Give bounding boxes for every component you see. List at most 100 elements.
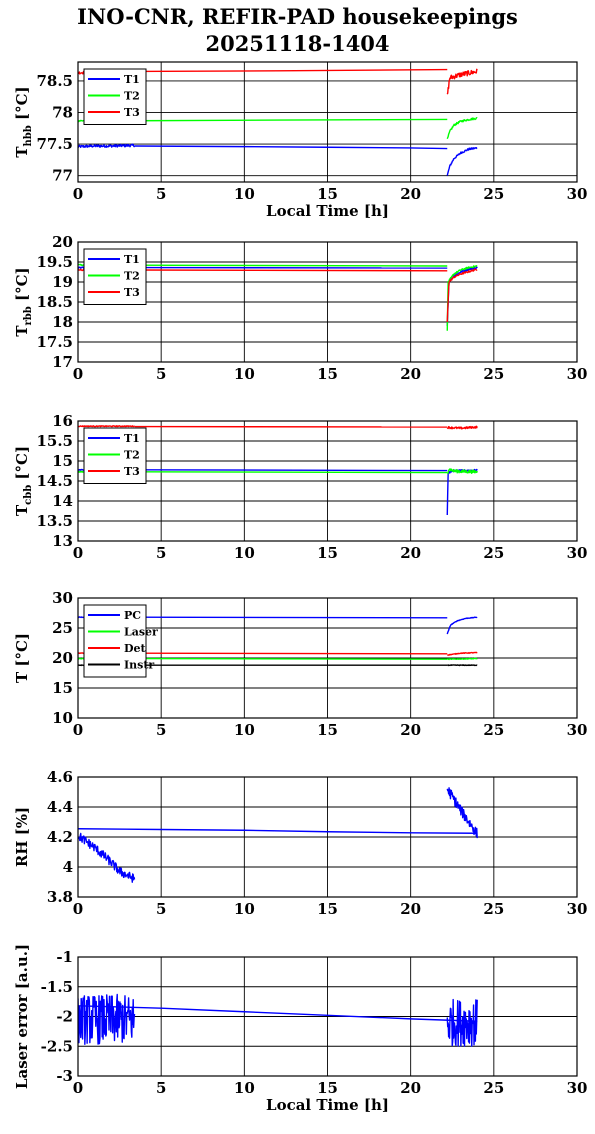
chart-panel-3: 0 5 10 15 20 25 30 13 13.5 14 14.5 15 15.5 16 Tcbb [°C… <box>13 412 587 562</box>
x-tick-label: 0 <box>73 544 83 562</box>
series-line-t1-3 <box>446 146 478 176</box>
series-line-t3-3 <box>446 268 478 323</box>
series-line-t3-3 <box>446 425 478 430</box>
x-tick-label: 25 <box>483 185 504 203</box>
chart-panel-4: 0 5 10 15 20 25 30 10 15 20 25 30 T [°C] PC Laser Det In… <box>13 589 587 739</box>
plot-frame <box>77 597 578 719</box>
series-line-t3-2 <box>134 68 448 73</box>
series-line-t3-3 <box>446 68 478 95</box>
x-tick-label: 5 <box>156 185 166 203</box>
series-line-pc-3 <box>446 616 478 635</box>
y-tick-label: -2 <box>56 1008 73 1026</box>
x-tick-label: 20 <box>400 365 421 383</box>
x-tick-label: 30 <box>567 721 588 739</box>
series-line-pc-2 <box>134 616 448 619</box>
plot-frame <box>77 61 578 183</box>
x-tick-label: 15 <box>317 900 338 918</box>
y-tick-label: 4.4 <box>47 798 73 816</box>
y-tick-label: 18.5 <box>36 293 73 311</box>
x-tick-label: 10 <box>234 721 255 739</box>
x-tick-label: 0 <box>73 721 83 739</box>
x-tick-label: 5 <box>156 721 166 739</box>
x-tick-label: 5 <box>156 900 166 918</box>
legend-label-t3: T3 <box>124 106 140 119</box>
legend-label-t1: T1 <box>124 432 140 445</box>
x-tick-label: 15 <box>317 185 338 203</box>
legend: T1 T2 T3 <box>83 248 147 305</box>
legend: T1 T2 T3 <box>83 427 147 484</box>
x-tick-label: 25 <box>483 900 504 918</box>
series-line-instr-3 <box>446 664 478 667</box>
x-tick-label: 20 <box>400 900 421 918</box>
series-line-data-3 <box>446 787 478 839</box>
plot-frame <box>77 956 578 1077</box>
series-line-t1-2 <box>134 145 448 150</box>
y-axis-label: Trbb [°C] <box>13 267 34 336</box>
x-tick-label: 30 <box>567 1079 588 1097</box>
y-tick-label: 19 <box>52 273 73 291</box>
y-tick-label: 77 <box>52 167 73 185</box>
y-tick-label: 20 <box>52 233 73 251</box>
x-tick-label: 0 <box>73 365 83 383</box>
x-tick-label: 5 <box>156 1079 166 1097</box>
y-tick-label: 13.5 <box>36 512 73 530</box>
plot-frame <box>77 241 578 363</box>
y-tick-label: 25 <box>52 619 73 637</box>
legend-label-laser: Laser <box>124 626 158 639</box>
legend-label-t2: T2 <box>124 90 140 103</box>
y-tick-label: 15 <box>52 452 73 470</box>
plot-frame <box>77 420 578 542</box>
legend-label-pc: PC <box>124 609 141 622</box>
legend-label-t3: T3 <box>124 286 140 299</box>
chart-panel-2: 0 5 10 15 20 25 30 17 17.5 18 18.5 19 19.5 20 Trbb [°C… <box>13 233 587 383</box>
y-tick-label: 20 <box>52 649 73 667</box>
legend: PC Laser Det Instr <box>83 604 158 678</box>
x-tick-label: 5 <box>156 365 166 383</box>
x-tick-label: 0 <box>73 900 83 918</box>
y-tick-label: -1.5 <box>41 978 73 996</box>
y-tick-label: 78 <box>52 104 73 122</box>
y-axis-label: T [°C] <box>13 633 31 683</box>
series-line-data-2 <box>78 828 478 834</box>
series-line-data-1 <box>78 832 136 883</box>
series-line-laser-3 <box>446 657 478 661</box>
y-tick-label: -3 <box>56 1067 73 1085</box>
x-tick-label: 20 <box>400 185 421 203</box>
x-tick-label: 25 <box>483 544 504 562</box>
legend-label-det: Det <box>124 642 147 655</box>
series-line-det-3 <box>447 651 478 656</box>
legend-label-t2: T2 <box>124 270 140 283</box>
series-line-data-1 <box>78 993 136 1045</box>
x-tick-label: 15 <box>317 365 338 383</box>
legend-label-t1: T1 <box>124 73 140 86</box>
y-tick-label: 17.5 <box>36 333 73 351</box>
series-line-t1-3 <box>446 468 478 516</box>
y-tick-label: 3.8 <box>47 888 73 906</box>
chart-title-line2: 20251118-1404 <box>205 31 390 56</box>
legend-label-t3: T3 <box>124 465 140 478</box>
y-tick-label: 78.5 <box>36 72 73 90</box>
series-line-t1-1 <box>78 143 136 149</box>
legend-label-t1: T1 <box>124 253 140 266</box>
chart-panel-5: 0 5 10 15 20 25 30 3.8 4 4.2 4.4 4.6 RH [%] <box>13 768 587 918</box>
x-axis-label: Local Time [h] <box>266 202 389 220</box>
x-tick-label: 15 <box>317 1079 338 1097</box>
x-tick-label: 20 <box>400 721 421 739</box>
y-tick-label: 15 <box>52 679 73 697</box>
x-axis-label: Local Time [h] <box>266 1096 389 1114</box>
legend: T1 T2 T3 <box>83 68 147 125</box>
y-tick-label: 14.5 <box>36 472 73 490</box>
x-tick-label: 10 <box>234 185 255 203</box>
series-line-data-2 <box>78 1005 478 1022</box>
x-tick-label: 5 <box>156 544 166 562</box>
series-line-det-2 <box>134 652 448 655</box>
series-line-t2-3 <box>447 468 478 475</box>
y-tick-label: 77.5 <box>36 135 73 153</box>
x-tick-label: 0 <box>73 185 83 203</box>
y-axis-label: Laser error [a.u.] <box>13 944 31 1089</box>
chart-panel-1: 0 5 10 15 20 25 30 77 77.5 78 78.5 Local Time [h] Th… <box>13 61 587 220</box>
y-tick-label: -2.5 <box>41 1037 73 1055</box>
y-tick-label: 4.2 <box>47 828 73 846</box>
x-tick-label: 30 <box>567 544 588 562</box>
x-tick-label: 10 <box>234 365 255 383</box>
